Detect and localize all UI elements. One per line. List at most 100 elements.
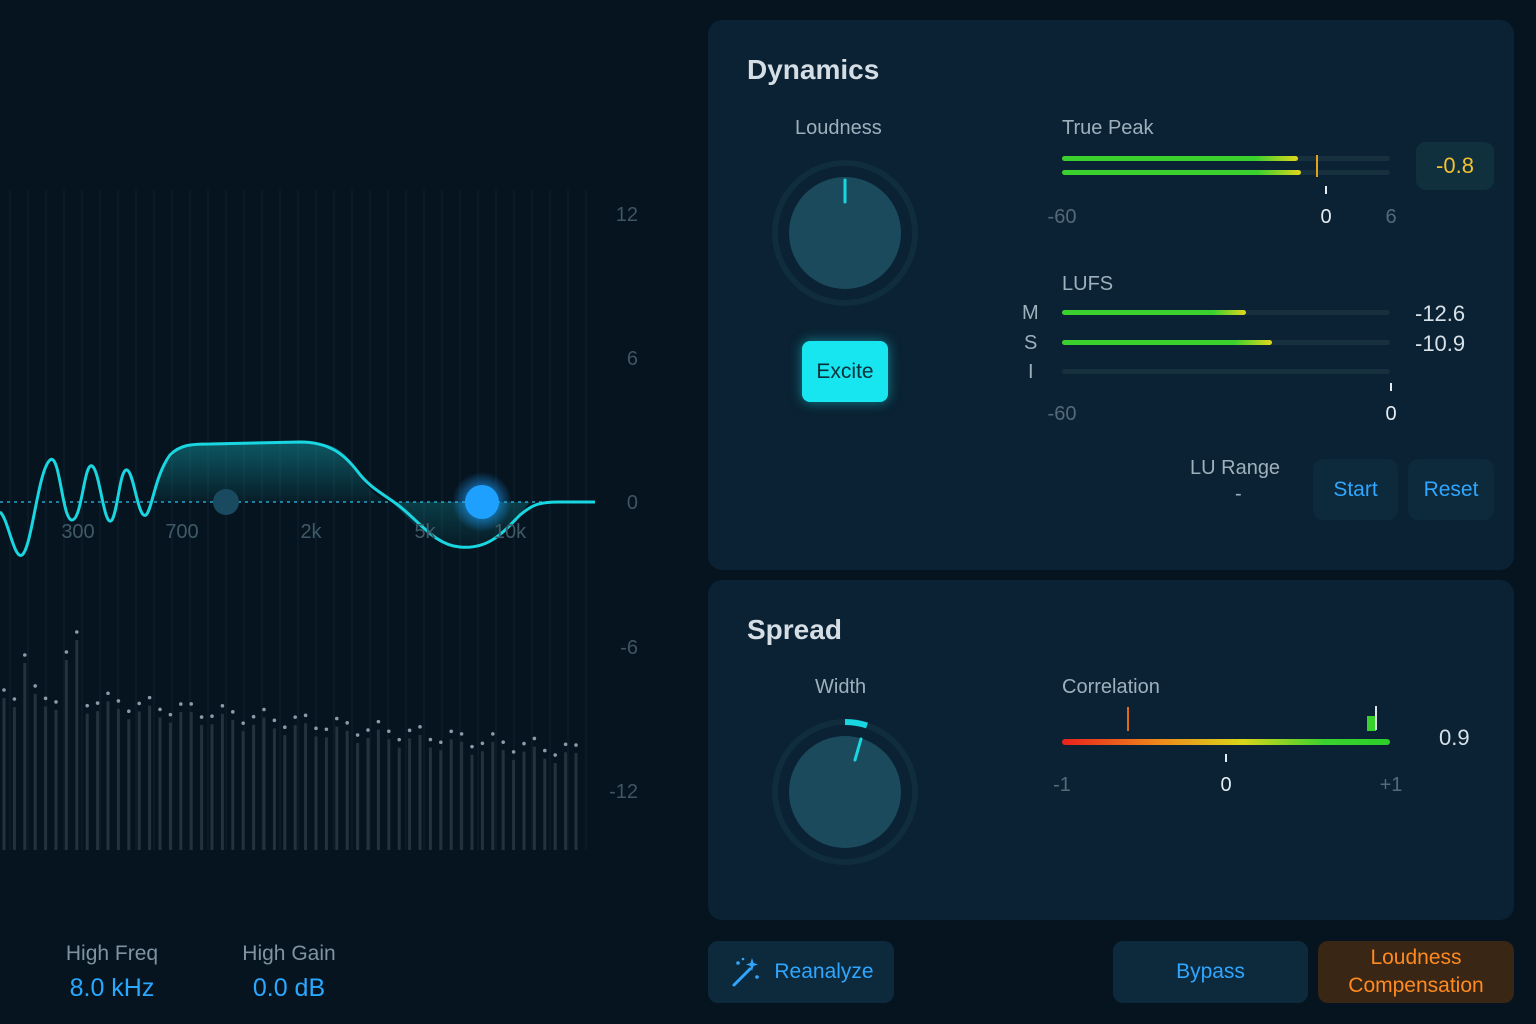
freq-label-700: 700 <box>165 521 199 543</box>
correlation-meter <box>1062 739 1390 745</box>
true-peak-zero-tick <box>1325 186 1327 194</box>
spectrum-peak-dot <box>283 725 287 730</box>
db-label-minus-12: -12 <box>609 781 638 803</box>
spectrum-peak-dot <box>262 707 266 712</box>
high-freq-param[interactable]: High Freq 8.0 kHz <box>42 942 182 1003</box>
lufs-meter-i <box>1062 369 1390 374</box>
spectrum-peak-dot <box>220 704 225 708</box>
magic-wand-icon <box>732 957 760 987</box>
spectrum-peak-dot <box>137 701 141 706</box>
true-peak-meter-right <box>1062 170 1390 175</box>
true-peak-scale-zero: 0 <box>1320 206 1332 228</box>
start-button[interactable]: Start <box>1313 459 1398 520</box>
eq-band-node-high[interactable] <box>465 485 499 519</box>
bypass-button[interactable]: Bypass <box>1113 941 1308 1003</box>
spectrum-peak-dot <box>106 691 110 696</box>
true-peak-meter-left <box>1062 156 1390 161</box>
db-label-6: 6 <box>626 348 638 370</box>
correlation-zero-tick <box>1225 754 1227 762</box>
reset-button[interactable]: Reset <box>1408 459 1494 520</box>
spectrum-peak-dot <box>199 715 204 719</box>
lufs-zero-tick <box>1390 383 1392 391</box>
lufs-fill-s <box>1062 340 1272 345</box>
spectrum-peak-dot <box>501 740 506 744</box>
eq-graph[interactable] <box>0 0 700 900</box>
spectrum-peak-dot <box>491 732 495 736</box>
spectrum-peak-dot <box>293 715 298 719</box>
spectrum-peak-dot <box>522 741 526 746</box>
lufs-scale-min: -60 <box>1047 403 1077 425</box>
spectrum-peak-dot <box>210 714 214 719</box>
spectrum-peak-dot <box>33 684 37 688</box>
spectrum-peak-dot <box>574 743 578 747</box>
lufs-label: LUFS <box>1062 273 1114 295</box>
spectrum-peak-dot <box>127 709 131 713</box>
spectrum-analyzer <box>2 630 578 850</box>
dynamics-title: Dynamics <box>747 54 880 85</box>
spectrum-peak-dot <box>116 699 121 703</box>
reanalyze-label: Reanalyze <box>774 960 874 983</box>
spectrum-peak-dot <box>85 703 89 708</box>
correlation-scale-max: +1 <box>1379 774 1403 796</box>
spectrum-peak-dot <box>95 701 100 705</box>
spectrum-peak-dot <box>439 740 443 745</box>
lu-range-label: LU Range <box>1190 457 1281 479</box>
spectrum-peak-dot <box>251 714 256 719</box>
spectrum-peak-dot <box>303 713 308 718</box>
spectrum-peak-dot <box>64 650 69 654</box>
loudness-compensation-button[interactable]: Loudness Compensation <box>1318 941 1514 1003</box>
freq-label-10k: 10k <box>493 521 527 543</box>
true-peak-fill-left <box>1062 156 1299 161</box>
eq-curve[interactable] <box>0 440 595 557</box>
spectrum-peak-dot <box>345 721 350 725</box>
lufs-meter-s <box>1062 340 1390 345</box>
lufs-value-m: -12.6 <box>1415 301 1466 326</box>
true-peak-fill-right <box>1062 170 1302 175</box>
spectrum-peak-dot <box>387 729 391 734</box>
reanalyze-button[interactable]: Reanalyze <box>708 941 894 1003</box>
freq-label-2k: 2k <box>300 521 322 543</box>
spectrum-peak-dot <box>335 716 339 721</box>
spectrum-peak-dot <box>470 744 474 749</box>
loudness-label: Loudness <box>795 117 882 139</box>
spectrum-peak-dot <box>231 710 235 714</box>
spectrum-peak-dot <box>397 737 402 742</box>
spectrum-peak-dot <box>407 728 412 733</box>
spectrum-peak-dot <box>563 742 568 747</box>
spectrum-peak-dot <box>75 630 79 634</box>
spectrum-peak-dot <box>314 726 318 731</box>
correlation-label: Correlation <box>1062 676 1160 698</box>
spectrum-peak-dot <box>324 727 329 732</box>
excite-button[interactable]: Excite <box>802 341 888 402</box>
loudness-knob[interactable] <box>770 158 920 308</box>
true-peak-scale-min: -60 <box>1047 206 1077 228</box>
freq-label-5k: 5k <box>414 521 436 543</box>
width-knob[interactable] <box>770 717 920 867</box>
spectrum-peak-dot <box>272 718 277 723</box>
spectrum-peak-dot <box>480 741 485 746</box>
db-label-0: 0 <box>626 492 638 514</box>
spectrum-peak-dot <box>241 721 245 725</box>
lufs-scale-zero: 0 <box>1385 403 1397 425</box>
spectrum-peak-dot <box>418 725 422 729</box>
spectrum-peak-dot <box>366 728 370 732</box>
spectrum-peak-dot <box>553 753 557 757</box>
spectrum-peak-dot <box>179 702 183 706</box>
lufs-row-label-s: S <box>1024 332 1038 354</box>
loudness-compensation-line1: Loudness <box>1370 946 1462 969</box>
spectrum-peak-dot <box>428 737 433 742</box>
loudness-compensation-line2: Compensation <box>1348 974 1484 997</box>
high-gain-param[interactable]: High Gain 0.0 dB <box>219 942 359 1003</box>
spectrum-peak-dot <box>532 736 537 741</box>
high-gain-value[interactable]: 0.0 dB <box>252 974 326 1002</box>
spectrum-peak-dot <box>168 712 173 717</box>
spectrum-peak-dot <box>355 733 360 737</box>
spectrum-peak-dot <box>43 696 48 701</box>
spectrum-peak-dot <box>511 750 516 754</box>
spectrum-peak-dot <box>543 748 547 753</box>
correlation-value: 0.9 <box>1439 725 1470 750</box>
true-peak-scale-max: 6 <box>1385 206 1397 228</box>
high-freq-value[interactable]: 8.0 kHz <box>69 974 155 1002</box>
spread-title: Spread <box>747 614 842 645</box>
eq-band-node-mid[interactable] <box>213 489 239 515</box>
